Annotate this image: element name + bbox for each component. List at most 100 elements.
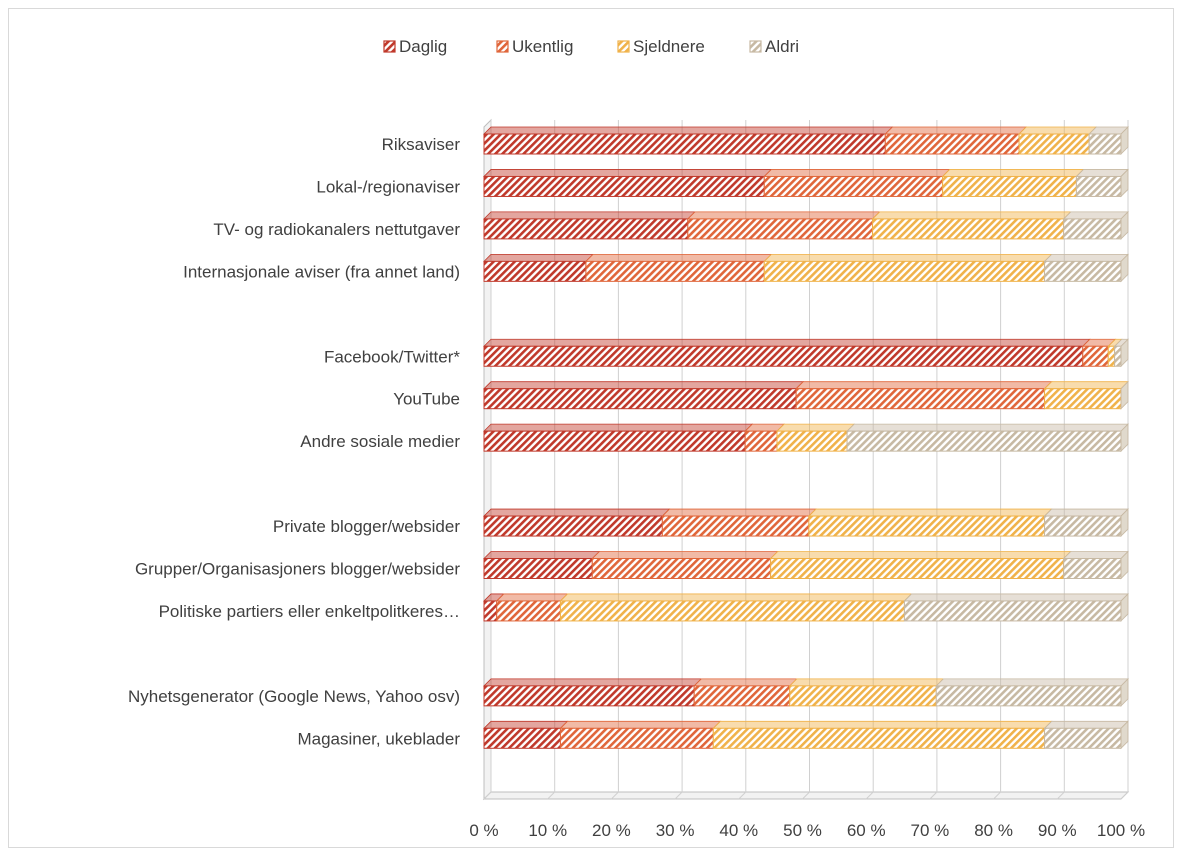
- gridline-floor: [802, 791, 810, 800]
- chart-frame: Daglig Ukentlig Sjeldnere Aldri Riksaviser L…: [8, 8, 1174, 848]
- x-tick-label: 70 %: [911, 821, 950, 840]
- bar-daglig: [483, 169, 773, 197]
- bar-ukentlig: [795, 381, 1053, 410]
- stacked-bar-chart: Daglig Ukentlig Sjeldnere Aldri Riksaviser L…: [128, 37, 1145, 840]
- bar-ukentlig: [1081, 338, 1117, 367]
- bar-aldri: [1062, 551, 1129, 579]
- gridline-floor: [483, 791, 492, 800]
- bar-ukentlig: [591, 551, 779, 579]
- bar-daglig: [483, 381, 805, 410]
- bar-row: [483, 338, 1129, 368]
- bar-sjeldnere: [769, 551, 1072, 579]
- bar-daglig: [483, 211, 696, 240]
- bars: [483, 126, 1129, 750]
- legend-label-sjeldnere: Sjeldnere: [633, 37, 705, 56]
- bar-ukentlig: [661, 508, 817, 537]
- bar-daglig: [483, 126, 894, 155]
- bar-sjeldnere: [712, 720, 1053, 749]
- bar-row: [483, 550, 1129, 580]
- bar-row: [483, 423, 1129, 453]
- bar-ukentlig: [559, 720, 722, 749]
- bar-end-cap: [1120, 720, 1129, 750]
- legend-swatch-sjeldnere: [617, 40, 630, 53]
- category-label: YouTube: [393, 390, 460, 409]
- category-label: Grupper/Organisasjoners blogger/websider: [135, 560, 460, 579]
- bar-row: [483, 592, 1129, 622]
- bar-aldri: [1043, 253, 1129, 282]
- bar-row: [483, 508, 1129, 538]
- bar-end-cap: [1120, 508, 1129, 538]
- bar-end-cap: [1120, 338, 1129, 368]
- gridline-floor: [547, 791, 556, 800]
- bar-sjeldnere: [941, 169, 1085, 197]
- category-label: Facebook/Twitter*: [324, 347, 460, 366]
- category-label: Andre sosiale medier: [300, 432, 460, 451]
- gridline-floor: [611, 791, 619, 800]
- bar-end-cap: [1120, 592, 1129, 622]
- bar-daglig: [483, 678, 703, 707]
- gridline-floor: [929, 791, 938, 800]
- gridline-floor: [993, 791, 1001, 800]
- bar-row: [483, 380, 1129, 410]
- gridline-floor: [1120, 791, 1129, 800]
- bar-row: [483, 720, 1129, 750]
- bar-row: [483, 677, 1129, 707]
- bar-ukentlig: [693, 678, 798, 707]
- bar-end-cap: [1120, 550, 1129, 580]
- bar-aldri: [1088, 126, 1129, 155]
- category-label: Magasiner, ukeblader: [297, 729, 460, 748]
- bar-daglig: [483, 423, 754, 452]
- bar-aldri: [1062, 211, 1129, 240]
- gridline-floor: [865, 791, 874, 800]
- x-tick-label: 60 %: [847, 821, 886, 840]
- category-labels: Riksaviser Lokal-/regionaviser TV- og radi…: [128, 135, 460, 748]
- legend: Daglig Ukentlig Sjeldnere Aldri: [383, 37, 799, 56]
- bar-sjeldnere: [776, 423, 856, 452]
- legend-swatch-aldri: [749, 40, 762, 53]
- category-label: Politiske partiers eller enkeltpolitkere…: [159, 602, 460, 621]
- category-label: Lokal-/regionaviser: [316, 177, 460, 196]
- bar-end-cap: [1120, 253, 1129, 283]
- bar-sjeldnere: [1043, 381, 1129, 410]
- bar-aldri: [1075, 169, 1129, 197]
- bar-aldri: [1043, 720, 1129, 749]
- x-tick-label: 80 %: [974, 821, 1013, 840]
- x-tick-label: 90 %: [1038, 821, 1077, 840]
- bar-sjeldnere: [871, 211, 1072, 240]
- bar-ukentlig: [884, 126, 1028, 155]
- x-tick-label: 0 %: [469, 821, 498, 840]
- category-label: Nyhetsgenerator (Google News, Yahoo osv): [128, 687, 460, 706]
- x-tick-label: 50 %: [783, 821, 822, 840]
- bar-sjeldnere: [1018, 126, 1098, 155]
- bar-daglig: [483, 253, 594, 282]
- gridline-floor: [1056, 791, 1065, 800]
- category-label: TV- og radiokanalers nettutgaver: [213, 220, 460, 239]
- category-label: Internasjonale aviser (fra annet land): [183, 262, 460, 281]
- bar-end-cap: [1120, 380, 1129, 410]
- bar-row: [483, 210, 1129, 240]
- bar-ukentlig: [584, 253, 773, 282]
- bar-sjeldnere: [807, 508, 1053, 537]
- bar-ukentlig: [495, 593, 569, 622]
- x-tick-label: 40 %: [719, 821, 758, 840]
- bar-aldri: [1043, 508, 1129, 537]
- x-tick-label: 100 %: [1097, 821, 1145, 840]
- legend-swatch-daglig: [383, 40, 396, 53]
- category-label: Private blogger/websider: [273, 517, 460, 536]
- bar-row: [483, 126, 1129, 155]
- legend-label-ukentlig: Ukentlig: [512, 37, 573, 56]
- legend-label-daglig: Daglig: [399, 37, 447, 56]
- x-tick-label: 30 %: [656, 821, 695, 840]
- bar-end-cap: [1120, 677, 1129, 707]
- gridline-floor: [674, 791, 683, 800]
- x-tick-label: 10 %: [528, 821, 567, 840]
- bar-sjeldnere: [763, 253, 1053, 282]
- category-label: Riksaviser: [382, 135, 461, 154]
- bar-sjeldnere: [788, 678, 945, 707]
- legend-swatch-ukentlig: [496, 40, 509, 53]
- bar-ukentlig: [686, 211, 881, 240]
- bar-row: [483, 168, 1129, 198]
- bar-end-cap: [1120, 126, 1129, 155]
- x-tick-labels: 0 % 10 % 20 % 30 % 40 % 50 % 60 % 70 % 80 % 90 % 1…: [469, 821, 1145, 840]
- bar-end-cap: [1120, 210, 1129, 240]
